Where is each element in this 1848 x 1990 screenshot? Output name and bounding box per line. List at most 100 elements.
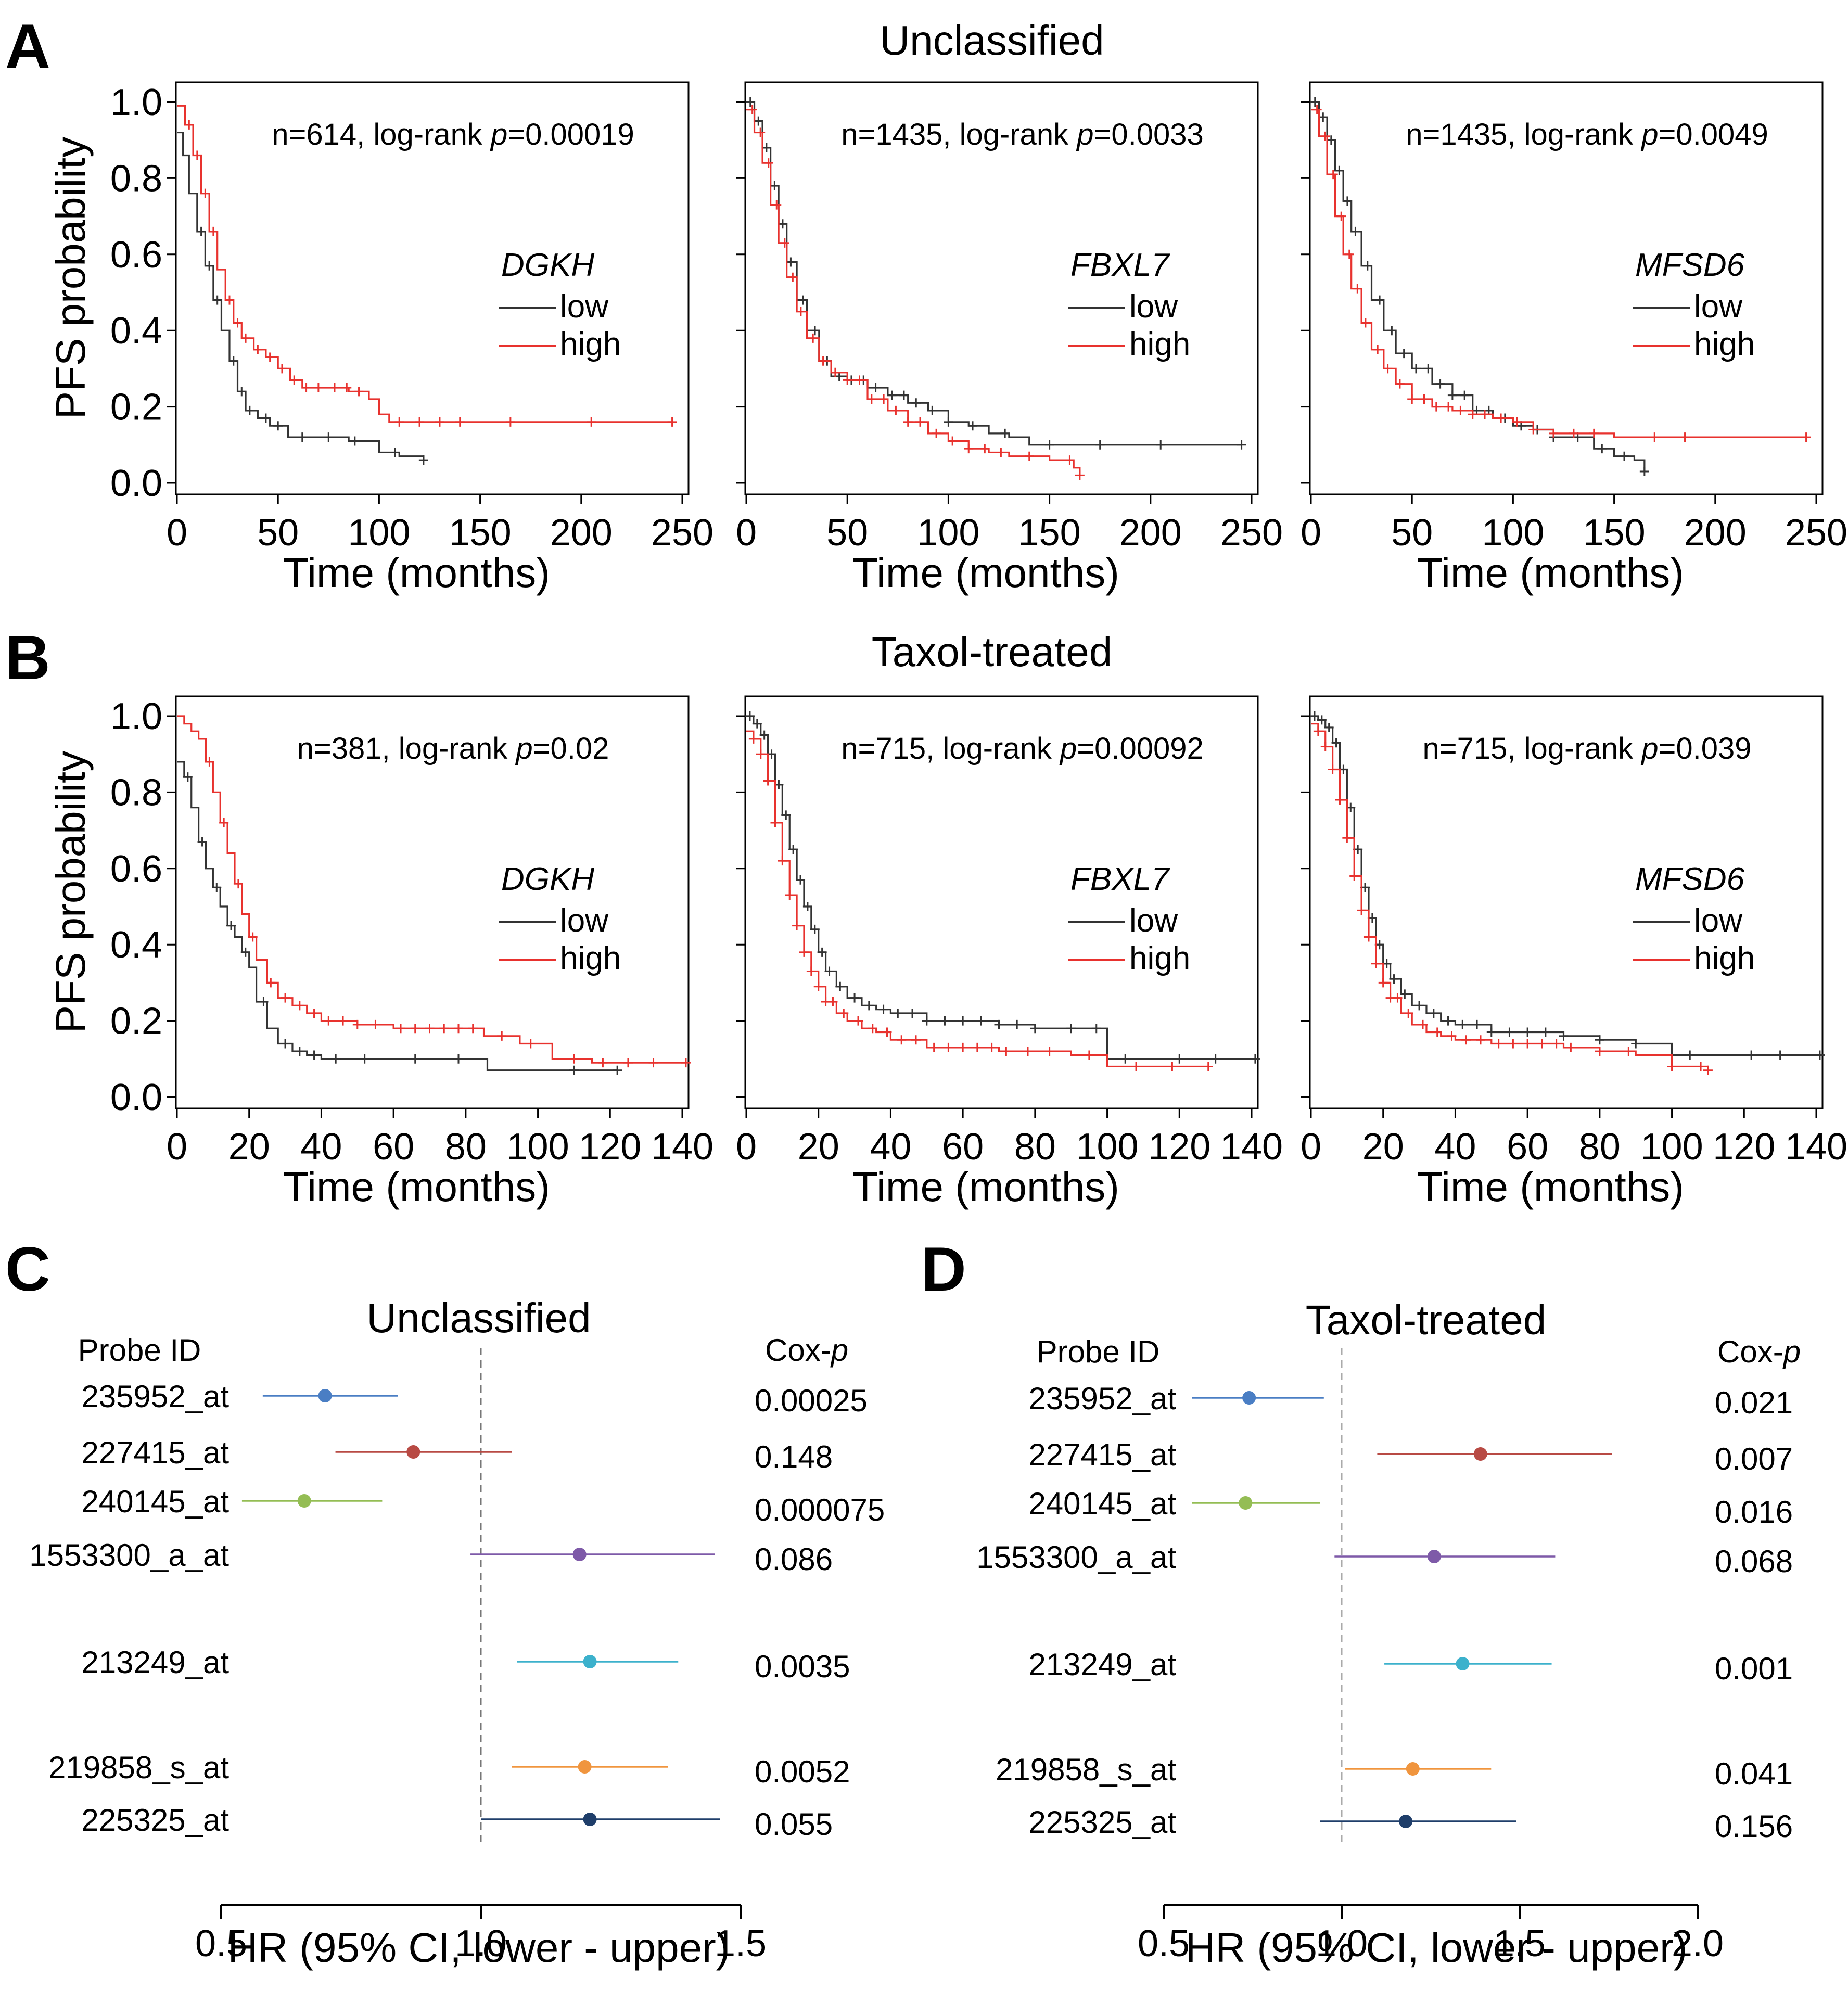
censor-mark	[1210, 1054, 1220, 1064]
plot-frame	[175, 695, 690, 1109]
censor-mark	[958, 1042, 968, 1052]
row-title-b: Taxol-treated	[872, 629, 1112, 675]
censor-mark	[309, 1050, 319, 1060]
censor-mark	[329, 383, 339, 392]
censor-mark	[281, 993, 290, 1003]
censor-mark	[233, 318, 243, 328]
censor-mark	[1336, 211, 1346, 221]
censor-mark	[1175, 1054, 1184, 1064]
censor-mark	[273, 421, 283, 431]
censor-mark	[868, 1024, 877, 1034]
censor-mark	[200, 188, 210, 198]
censor-mark	[371, 1019, 380, 1029]
censor-mark	[497, 1031, 507, 1041]
censor-mark	[968, 421, 978, 431]
y-axis-label: PFS probability	[47, 137, 94, 419]
censor-mark	[418, 455, 428, 465]
censor-mark	[1472, 1019, 1482, 1029]
km-curve-low	[177, 131, 425, 461]
censor-mark	[1537, 1039, 1547, 1049]
x-tick-label: 80	[445, 1126, 487, 1168]
plot-frame	[744, 81, 1259, 495]
censor-mark	[331, 1054, 341, 1064]
cox-p-header-italic: p	[1782, 1334, 1801, 1369]
censor-mark	[780, 238, 789, 248]
censor-mark	[843, 375, 852, 385]
censor-mark	[1357, 905, 1367, 915]
censor-mark	[1815, 1050, 1825, 1060]
km-curve-low	[1311, 101, 1646, 472]
censor-mark	[972, 1042, 982, 1052]
legend-label-low: low	[1129, 903, 1178, 939]
censor-mark	[1703, 1065, 1713, 1075]
legend-label-high: high	[1129, 326, 1190, 362]
censor-mark	[1030, 1024, 1040, 1034]
censor-mark	[994, 1019, 1004, 1029]
forest-title: Unclassified	[366, 1295, 591, 1341]
censor-mark	[1095, 440, 1105, 450]
probe-id: 227415_at	[1028, 1437, 1176, 1472]
censor-mark	[569, 1065, 579, 1075]
censor-mark	[184, 120, 194, 130]
cox-p-value: 0.041	[1715, 1756, 1793, 1791]
censor-mark	[1387, 326, 1397, 336]
censor-mark	[1443, 1016, 1453, 1026]
probe-id: 225325_at	[81, 1803, 229, 1838]
y-tick-label: 0.2	[110, 1001, 162, 1042]
censor-mark	[352, 1019, 362, 1029]
plot-frame	[175, 81, 690, 495]
x-axis-label: Time (months)	[852, 1164, 1119, 1210]
censor-mark	[1001, 1047, 1011, 1056]
legend-label-high: high	[1694, 326, 1755, 362]
censor-mark	[817, 947, 827, 957]
x-tick-label: 250	[1220, 512, 1283, 554]
censor-mark	[1075, 470, 1085, 480]
km-series-low	[745, 711, 1260, 1064]
legend-title: FBXL7	[1070, 247, 1170, 283]
censor-mark	[818, 356, 828, 366]
censor-mark	[940, 1016, 950, 1026]
panel-label-b: B	[5, 623, 50, 693]
censor-mark	[1328, 764, 1337, 774]
censor-mark	[824, 966, 834, 976]
km-plot-a2: 0 50 100 150 200 250 Time (months) n=1435, log-…	[736, 81, 1283, 596]
stat-p: p	[1059, 732, 1077, 766]
censor-mark	[980, 444, 990, 454]
censor-mark	[1399, 349, 1409, 359]
censor-mark	[248, 932, 258, 942]
censor-mark	[1650, 432, 1660, 442]
x-tick-label: 20	[228, 1126, 270, 1168]
stat-p: p	[1640, 118, 1658, 151]
censor-mark	[1313, 726, 1323, 736]
y-tick-label: 0.0	[110, 1077, 162, 1118]
censor-mark	[1024, 451, 1034, 461]
censor-mark	[1044, 1047, 1054, 1056]
x-tick-label: 50	[1391, 512, 1433, 554]
hr-point	[1242, 1391, 1256, 1405]
censor-mark	[1639, 467, 1649, 477]
censor-mark	[1414, 1001, 1424, 1011]
censor-mark	[1523, 1039, 1533, 1049]
censor-mark	[932, 428, 941, 438]
row-title-a: Unclassified	[880, 17, 1104, 63]
legend-title: DGKH	[501, 247, 594, 283]
censor-mark	[1167, 1062, 1177, 1071]
plot-frame	[744, 695, 1259, 1109]
censor-mark	[1505, 1027, 1514, 1037]
censor-mark	[756, 749, 766, 759]
censor-mark	[770, 818, 780, 827]
probe-id: 1553300_a_at	[976, 1540, 1176, 1575]
x-tick-label: 120	[579, 1126, 641, 1168]
censor-mark	[360, 1054, 369, 1064]
y-tick-label: 0.4	[110, 310, 162, 352]
censor-mark	[1435, 379, 1445, 389]
censor-mark	[1324, 722, 1334, 732]
legend-title: MFSD6	[1635, 247, 1745, 283]
censor-mark	[228, 356, 238, 366]
censor-mark	[1342, 196, 1352, 206]
censor-mark	[1349, 871, 1359, 881]
censor-mark	[1120, 1054, 1130, 1064]
censor-mark	[1066, 1024, 1076, 1034]
x-tick-label: 60	[373, 1126, 414, 1168]
